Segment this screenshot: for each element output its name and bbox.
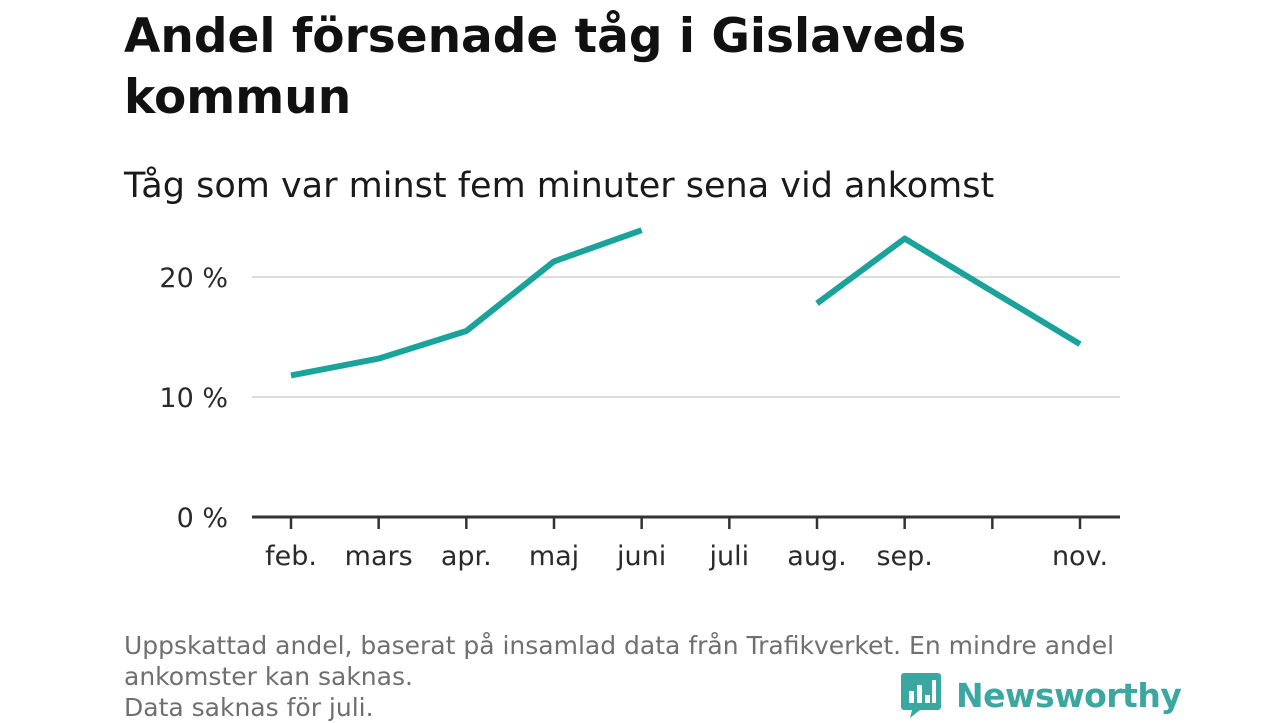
footnote: Uppskattad andel, baserat på insamlad da… [124,630,1164,723]
y-axis: 0 % 10 % 20 % [159,263,228,534]
newsworthy-chart-bubble-icon [901,673,941,718]
newsworthy-logo: Newsworthy [900,670,1182,720]
series-line-segment [290,227,643,379]
x-tick-label: maj [529,541,579,572]
footnote-line: Data saknas för juli. [124,693,374,722]
footnote-line: Uppskattad andel, baserat på insamlad da… [124,631,1115,660]
x-axis: feb. mars apr. maj juni juli aug. sep. nov. [252,515,1120,572]
brand-name: Newsworthy [956,675,1182,715]
chart-subtitle: Tåg som var minst fem minuter sena vid a… [124,166,995,206]
gridlines [252,276,1120,398]
x-tick-label: mars [345,541,413,572]
x-tick-label: sep. [876,541,932,572]
series-lines [290,227,1082,379]
y-tick-label: 10 % [159,383,228,414]
chart-title: Andel försenade tåg i Gislaveds kommun [124,9,966,125]
x-tick-label: juni [616,541,666,572]
x-tick-label: apr. [441,541,492,572]
x-tick-label: juli [709,541,750,572]
series-line-segment [815,235,1082,347]
y-tick-label: 0 % [177,503,228,534]
x-tick-label: feb. [265,541,317,572]
line-chart: 0 % 10 % 20 % feb. mars apr. maj juni juli aug. s… [159,227,1120,572]
footnote-line: ankomster kan saknas. [124,662,413,691]
x-tick-label: nov. [1052,541,1108,572]
y-tick-label: 20 % [159,263,228,294]
x-tick-label: aug. [787,541,846,572]
